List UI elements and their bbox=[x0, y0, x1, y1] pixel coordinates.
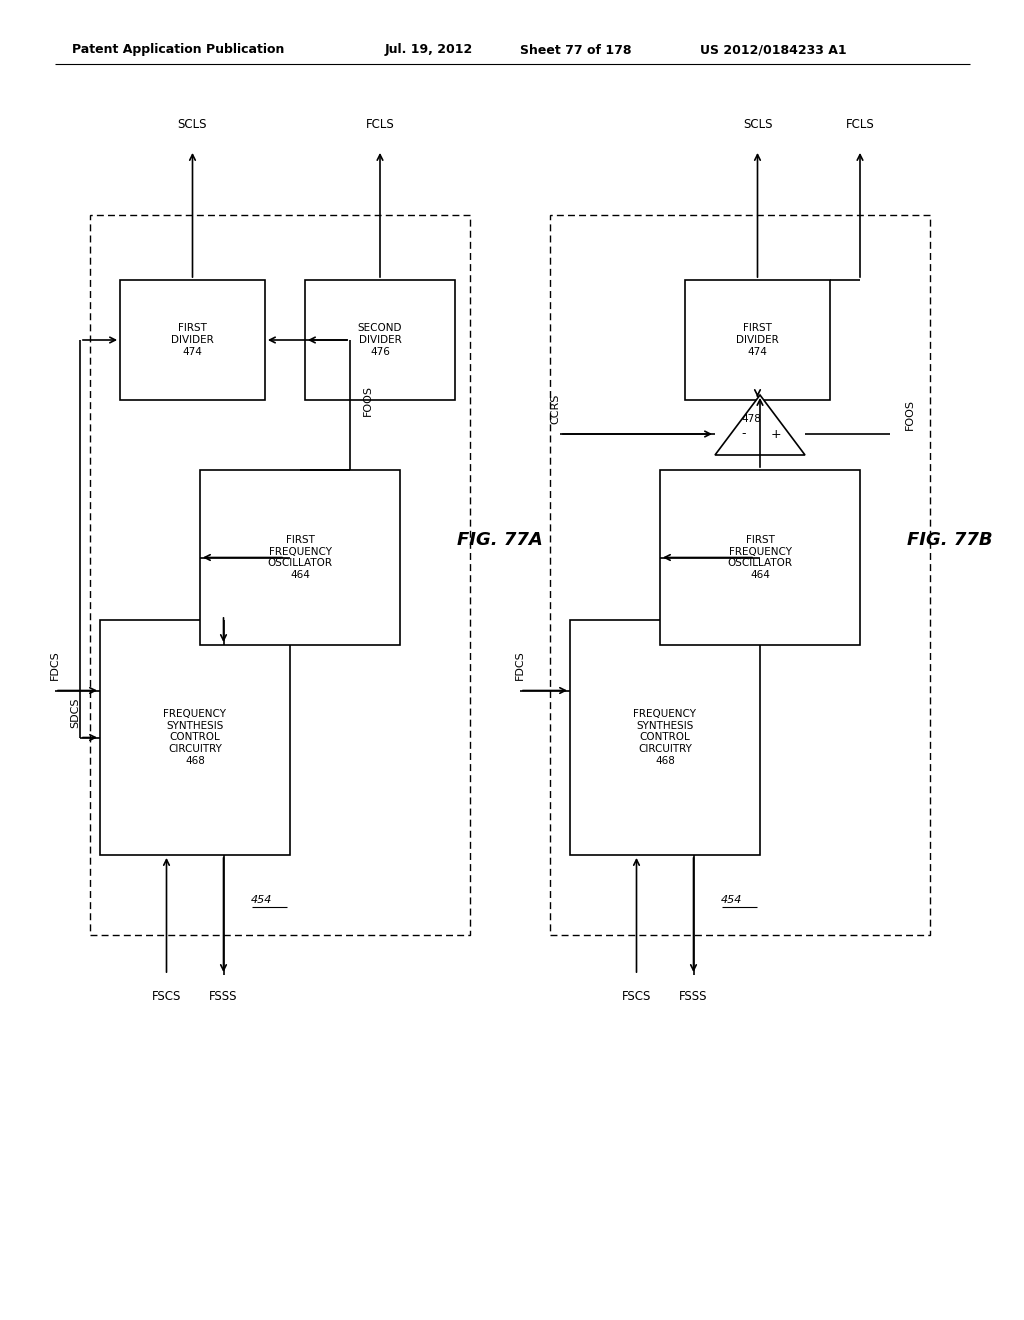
Text: SCLS: SCLS bbox=[178, 119, 207, 132]
Text: FCLS: FCLS bbox=[366, 119, 394, 132]
Text: FIRST
FREQUENCY
OSCILLATOR
464: FIRST FREQUENCY OSCILLATOR 464 bbox=[267, 535, 333, 579]
Text: FSSS: FSSS bbox=[679, 990, 708, 1003]
Text: FDCS: FDCS bbox=[515, 651, 525, 680]
Text: +: + bbox=[771, 428, 781, 441]
Text: FSCS: FSCS bbox=[622, 990, 651, 1003]
Bar bbox=[120, 280, 265, 400]
Text: 454: 454 bbox=[721, 895, 742, 906]
Text: FSCS: FSCS bbox=[152, 990, 181, 1003]
Bar bbox=[100, 620, 290, 855]
Text: SDCS: SDCS bbox=[70, 697, 80, 727]
Bar bbox=[550, 215, 930, 935]
Text: FDCS: FDCS bbox=[50, 651, 60, 680]
Text: US 2012/0184233 A1: US 2012/0184233 A1 bbox=[700, 44, 847, 57]
Text: FIRST
DIVIDER
474: FIRST DIVIDER 474 bbox=[736, 323, 779, 356]
Text: Patent Application Publication: Patent Application Publication bbox=[72, 44, 285, 57]
Text: Sheet 77 of 178: Sheet 77 of 178 bbox=[520, 44, 632, 57]
Text: 478: 478 bbox=[741, 414, 761, 424]
Text: CCRS: CCRS bbox=[550, 393, 560, 424]
Text: FIRST
FREQUENCY
OSCILLATOR
464: FIRST FREQUENCY OSCILLATOR 464 bbox=[727, 535, 793, 579]
Text: FIG. 77B: FIG. 77B bbox=[907, 531, 993, 549]
Text: FCLS: FCLS bbox=[846, 119, 874, 132]
Text: FOOS: FOOS bbox=[905, 399, 915, 429]
Text: FREQUENCY
SYNTHESIS
CONTROL
CIRCUITRY
468: FREQUENCY SYNTHESIS CONTROL CIRCUITRY 46… bbox=[164, 709, 226, 766]
Text: -: - bbox=[741, 428, 746, 441]
Text: SECOND
DIVIDER
476: SECOND DIVIDER 476 bbox=[357, 323, 402, 356]
Text: FSSS: FSSS bbox=[209, 990, 238, 1003]
Polygon shape bbox=[715, 395, 805, 455]
Bar bbox=[660, 470, 860, 645]
Bar bbox=[570, 620, 760, 855]
Bar bbox=[200, 470, 400, 645]
Bar bbox=[685, 280, 830, 400]
Bar bbox=[305, 280, 455, 400]
Text: 454: 454 bbox=[251, 895, 272, 906]
Bar bbox=[90, 215, 470, 935]
Text: FIRST
DIVIDER
474: FIRST DIVIDER 474 bbox=[171, 323, 214, 356]
Text: FREQUENCY
SYNTHESIS
CONTROL
CIRCUITRY
468: FREQUENCY SYNTHESIS CONTROL CIRCUITRY 46… bbox=[634, 709, 696, 766]
Text: SCLS: SCLS bbox=[742, 119, 772, 132]
Text: FOOS: FOOS bbox=[362, 384, 373, 416]
Text: Jul. 19, 2012: Jul. 19, 2012 bbox=[385, 44, 473, 57]
Text: FIG. 77A: FIG. 77A bbox=[457, 531, 543, 549]
